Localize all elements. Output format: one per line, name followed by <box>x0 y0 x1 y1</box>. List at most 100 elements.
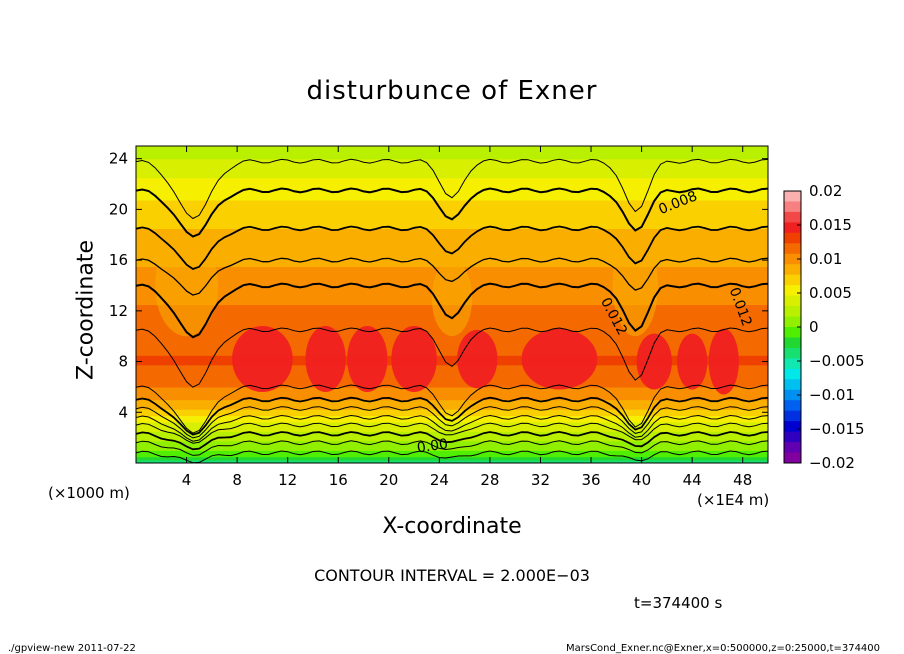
colorbar-swatch <box>784 253 801 265</box>
profile-band <box>136 459 768 463</box>
profile-band <box>136 450 768 455</box>
maximum-region <box>347 326 388 392</box>
profile-band <box>136 174 768 179</box>
profile-band <box>136 256 768 261</box>
contour-line <box>136 257 768 296</box>
profile-band <box>136 161 768 166</box>
profile-band <box>136 412 768 417</box>
profile-band <box>136 456 768 461</box>
profile-band <box>136 206 768 210</box>
profile-band <box>136 244 768 249</box>
x-tick-label: 12 <box>278 471 297 489</box>
colorbar-swatch <box>784 306 801 318</box>
contour-line <box>136 406 768 439</box>
contour-line <box>136 440 768 456</box>
colorbar-swatch <box>784 400 801 412</box>
profile-band <box>136 431 768 436</box>
profile-band <box>136 237 768 242</box>
contour-value-label: 0.00 <box>416 436 449 456</box>
colorbar-swatch <box>784 358 801 370</box>
colorbar-swatch <box>784 222 801 234</box>
time-stamp: t=374400 s <box>634 594 723 612</box>
colorbar-swatch <box>784 431 801 443</box>
x-axis-label: X-coordinate <box>382 514 522 539</box>
colorbar-swatch <box>784 389 801 401</box>
colorbar-tick-label: 0.015 <box>809 216 852 234</box>
colorbar-tick-label: −0.005 <box>809 352 865 370</box>
contour-line <box>136 422 768 444</box>
profile-band <box>136 253 768 258</box>
colorbar-swatch <box>784 295 801 307</box>
profile-band <box>136 377 768 382</box>
y-tick-label: 8 <box>118 353 128 371</box>
colorbar-swatch <box>784 191 801 202</box>
profile-band <box>136 158 768 163</box>
profile-band <box>136 199 768 204</box>
colorbar-tick-label: −0.015 <box>809 420 865 438</box>
x-tick-label: 32 <box>531 471 550 489</box>
profile-band <box>136 212 768 217</box>
contour-line <box>136 414 768 442</box>
contour-line <box>136 282 768 339</box>
x-tick-label: 40 <box>632 471 651 489</box>
minimum-region <box>154 234 219 337</box>
profile-band <box>136 421 768 426</box>
profile-band <box>136 168 768 172</box>
profile-band <box>136 155 768 160</box>
minimum-region <box>431 260 473 337</box>
maximum-region <box>391 326 437 392</box>
colorbar-swatch <box>784 410 801 422</box>
y-tick-label: 16 <box>109 251 128 269</box>
profile-band <box>136 336 768 340</box>
colorbar-swatch <box>784 316 801 328</box>
x-tick-label: 16 <box>329 471 348 489</box>
profile-band <box>136 428 768 432</box>
footer-left: ./gpview-new 2011-07-22 <box>8 643 136 654</box>
profile-band <box>136 218 768 223</box>
profile-band <box>136 149 768 153</box>
colorbar-swatch <box>784 327 801 338</box>
colorbar-tick-label: 0.02 <box>809 182 842 200</box>
profile-band <box>136 390 768 394</box>
contour-line <box>136 225 768 270</box>
x-unit-label-right: (×1E4 m) <box>697 491 770 509</box>
plot-frame <box>135 145 769 464</box>
colorbar-swatch <box>784 368 801 380</box>
profile-band <box>136 165 768 169</box>
colorbar: 0.02 0.015 0.01 0.005 0 −0.005 −0.01 −0.015 −0.0… <box>783 182 865 472</box>
profile-band <box>136 190 768 195</box>
colorbar-swatch <box>784 274 801 286</box>
profile-band <box>136 453 768 458</box>
colorbar-swatch <box>784 442 801 454</box>
contour-line-layer <box>136 158 768 463</box>
colorbar-swatch <box>784 285 801 297</box>
profile-band <box>136 222 768 226</box>
x-tick-label: 4 <box>182 471 192 489</box>
profile-band <box>136 180 768 185</box>
x-tick-label: 20 <box>379 471 398 489</box>
profile-band <box>136 399 768 404</box>
y-tick-label: 24 <box>109 150 128 168</box>
colorbar-swatch <box>784 347 801 359</box>
maximum-region <box>457 329 498 389</box>
profile-band <box>136 171 768 176</box>
colorbar-tick-label: −0.02 <box>809 454 855 472</box>
profile-band <box>136 184 768 188</box>
colorbar-swatch <box>784 211 801 223</box>
contour-line <box>136 327 768 388</box>
profile-band <box>136 437 768 442</box>
profile-band <box>136 409 768 413</box>
x-tick-label: 8 <box>232 471 242 489</box>
contour-line <box>136 396 768 436</box>
contour-line <box>136 384 768 434</box>
profile-band <box>136 361 768 366</box>
x-tick-label: 28 <box>480 471 499 489</box>
maximum-region <box>636 333 672 390</box>
contour-line <box>136 450 768 463</box>
profile-band <box>136 424 768 429</box>
profile-band <box>136 177 768 182</box>
maximum-region <box>708 328 739 395</box>
profile-band <box>136 225 768 230</box>
x-unit-label: (×1000 m) <box>48 484 130 502</box>
profile-band <box>136 339 768 344</box>
